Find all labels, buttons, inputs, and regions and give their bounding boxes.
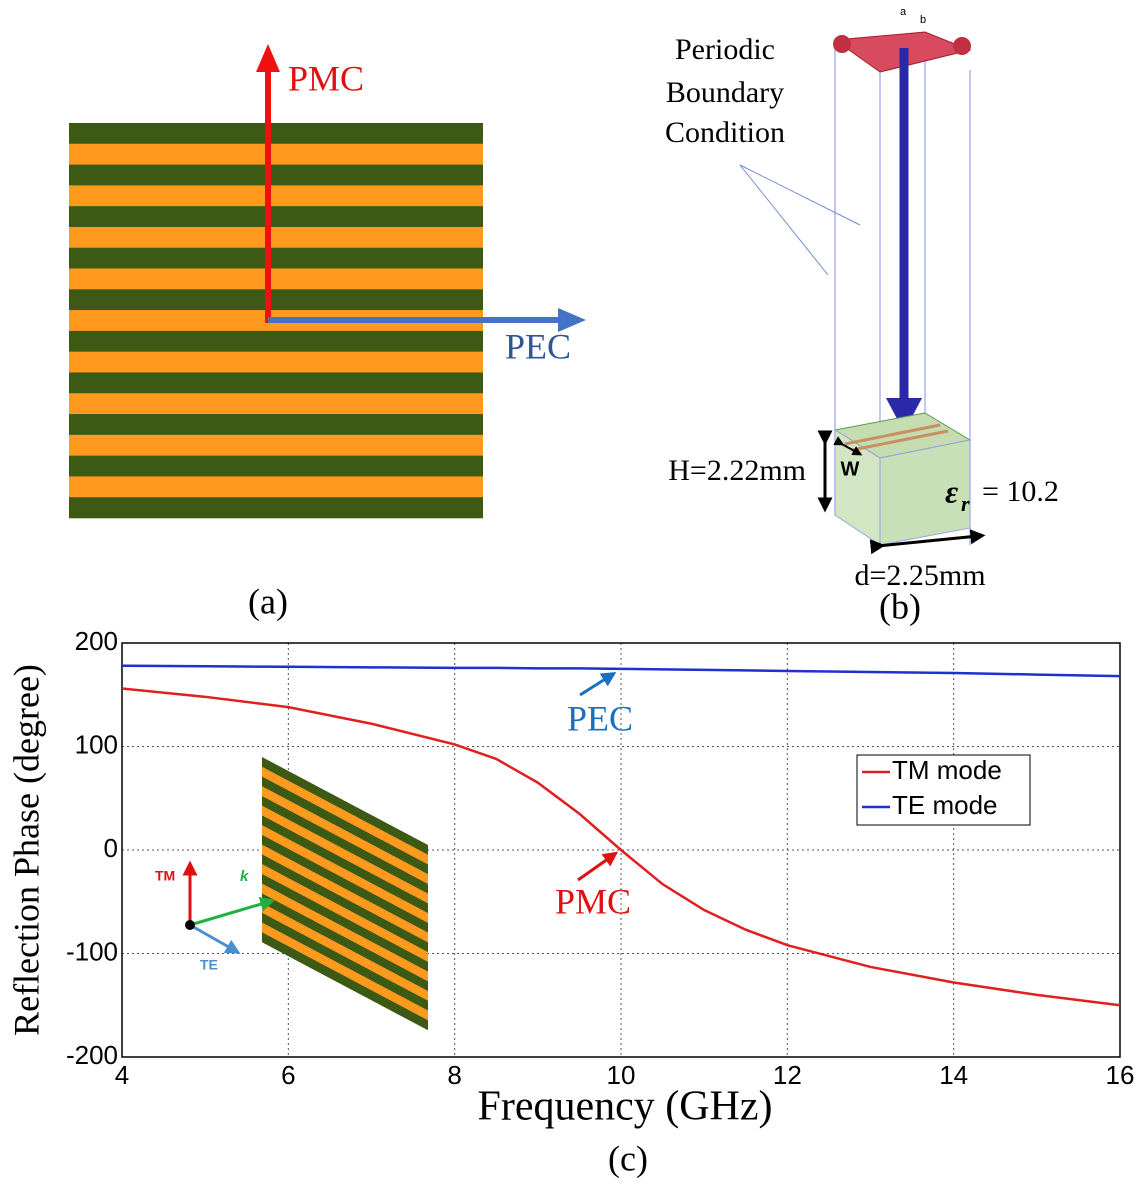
legend-label: TM mode xyxy=(892,755,1002,785)
stripe xyxy=(69,476,483,497)
x-tick-label: 16 xyxy=(1106,1060,1135,1090)
epsilon: ε xyxy=(945,473,958,509)
caption: (c) xyxy=(608,1138,648,1178)
epsilon-sub: r xyxy=(961,491,970,516)
legend-label: TE mode xyxy=(892,790,998,820)
inset-label: k xyxy=(240,868,249,885)
stripe xyxy=(69,372,483,393)
stripe xyxy=(69,414,483,435)
annotation: PMC xyxy=(555,881,631,921)
y-tick-label: -200 xyxy=(66,1040,118,1070)
x-tick-label: 12 xyxy=(773,1060,802,1090)
y-tick-label: 100 xyxy=(75,729,118,759)
stripe xyxy=(69,206,483,227)
inset-origin xyxy=(185,920,195,930)
pointer-line xyxy=(740,165,860,225)
y-tick-label: -100 xyxy=(66,936,118,966)
stripe xyxy=(69,144,483,165)
y-tick-label: 200 xyxy=(75,626,118,656)
caption: (b) xyxy=(879,586,921,626)
inset-label: TM xyxy=(155,868,175,884)
pmc-label: PMC xyxy=(288,58,364,98)
plate-corner xyxy=(833,35,851,53)
boundary-label: Periodic xyxy=(675,33,775,66)
pec-label: PEC xyxy=(505,326,571,366)
epsilon-value: = 10.2 xyxy=(982,475,1059,508)
x-axis-label: Frequency (GHz) xyxy=(477,1084,772,1130)
b-label: b xyxy=(920,14,926,26)
height-label: H=2.22mm xyxy=(668,454,806,487)
annotation: PEC xyxy=(567,698,633,738)
stripe xyxy=(69,227,483,248)
inset-label: TE xyxy=(200,957,218,973)
stripe xyxy=(69,497,483,518)
stripe xyxy=(69,165,483,186)
stripe xyxy=(69,456,483,477)
stripe xyxy=(69,185,483,206)
stripe xyxy=(69,435,483,456)
boundary-label: Condition xyxy=(665,116,785,149)
figure: PMC PEC (a) a b Periodic Boundary Condit… xyxy=(0,0,1146,1184)
plate-corner xyxy=(953,37,971,55)
stripe xyxy=(69,269,483,290)
stripe xyxy=(69,248,483,269)
y-tick-label: 0 xyxy=(104,833,118,863)
x-tick-label: 6 xyxy=(281,1060,295,1090)
stripe xyxy=(69,289,483,310)
stripe xyxy=(69,352,483,373)
boundary-label: Boundary xyxy=(666,76,784,109)
x-tick-label: 8 xyxy=(447,1060,461,1090)
arrow-head xyxy=(256,44,280,72)
stripe xyxy=(69,331,483,352)
y-axis-label: Reflection Phase (degree) xyxy=(6,664,46,1036)
stripe xyxy=(69,123,483,144)
a-label: a xyxy=(900,6,907,18)
width-label: W xyxy=(841,458,860,480)
x-tick-label: 14 xyxy=(939,1060,968,1090)
pointer-line xyxy=(740,165,828,275)
caption: (a) xyxy=(248,581,288,621)
stripe xyxy=(69,393,483,414)
